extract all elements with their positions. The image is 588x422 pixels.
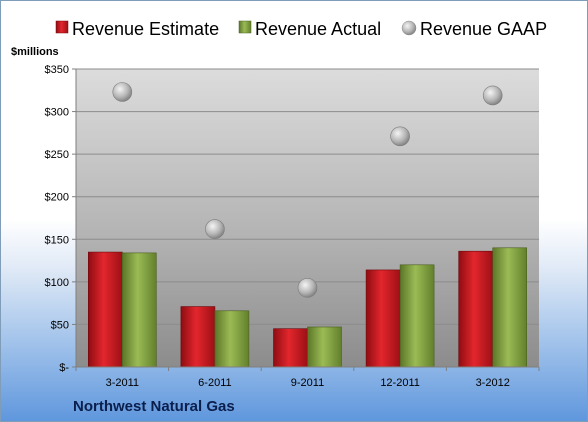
marker-revenue-gaap — [390, 126, 410, 147]
bar-revenue-estimate — [88, 251, 123, 368]
x-tick-label: 3-2011 — [106, 377, 139, 389]
bar-revenue-actual — [307, 326, 342, 368]
bar-revenue-actual — [122, 252, 157, 368]
y-tick-label: $200 — [45, 192, 69, 204]
bar-revenue-estimate — [365, 269, 401, 368]
bar-revenue-actual — [399, 264, 435, 368]
y-axis-ticks: $- $50 $100 $150 $200 $250 $300 $350 — [45, 64, 76, 374]
bars — [88, 247, 528, 368]
y-tick-label: $250 — [45, 149, 69, 161]
bar-revenue-actual — [214, 310, 250, 368]
legend-label-gaap: Revenue GAAP — [420, 19, 547, 39]
legend-label-actual: Revenue Actual — [255, 19, 381, 39]
bar-revenue-estimate — [180, 306, 216, 368]
legend-swatch-estimate — [55, 20, 69, 34]
legend-swatch-gaap — [401, 20, 417, 36]
legend-label-estimate: Revenue Estimate — [72, 19, 219, 39]
legend-swatch-actual — [238, 20, 252, 34]
x-tick-label: 9-2011 — [291, 377, 324, 389]
y-tick-label: $350 — [45, 64, 69, 76]
legend: Revenue Estimate Revenue Actual Revenue … — [55, 19, 547, 39]
x-tick-label: 12-2011 — [380, 377, 420, 389]
marker-revenue-gaap — [482, 85, 503, 106]
bar-revenue-actual — [492, 247, 528, 368]
y-tick-label: $100 — [45, 277, 69, 289]
x-tick-label: 3-2012 — [476, 377, 510, 389]
y-tick-label: $50 — [51, 319, 69, 331]
x-axis-ticks: 3-2011 6-2011 9-2011 12-2011 3-2012 — [75, 367, 540, 389]
bar-revenue-estimate — [273, 328, 308, 368]
marker-revenue-gaap — [112, 82, 133, 102]
marker-revenue-gaap — [297, 278, 318, 298]
bar-revenue-estimate — [458, 250, 494, 368]
y-tick-label: $300 — [45, 107, 69, 119]
y-tick-label: $- — [59, 362, 69, 374]
y-tick-label: $150 — [45, 234, 69, 246]
gaap-markers — [112, 82, 503, 298]
y-axis-unit-label: $millions — [11, 46, 59, 58]
x-tick-label: 6-2011 — [198, 377, 231, 389]
marker-revenue-gaap — [205, 219, 225, 239]
company-name: Northwest Natural Gas — [73, 398, 235, 415]
